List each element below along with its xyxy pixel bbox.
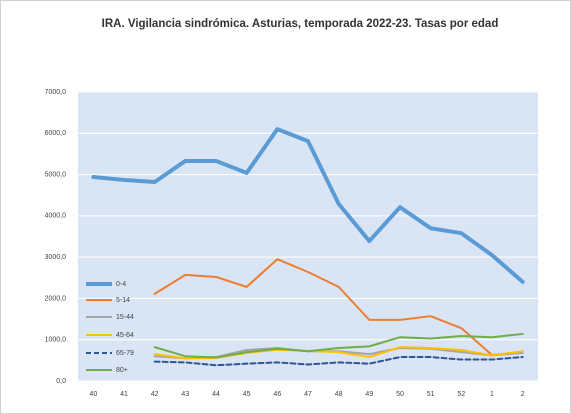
x-tick-label: 47 [304, 391, 312, 398]
legend-label: 45-64 [116, 332, 134, 339]
legend-label: 65-79 [116, 350, 134, 357]
x-tick-label: 43 [181, 391, 189, 398]
y-tick-label: 1000,0 [45, 337, 67, 344]
legend-label: 0-4 [116, 281, 126, 288]
y-tick-label: 0,0 [56, 378, 66, 385]
legend-label: 5-14 [116, 297, 130, 304]
x-tick-label: 44 [212, 391, 220, 398]
series-line [91, 127, 525, 284]
x-tick-label: 48 [335, 391, 343, 398]
x-tick-label: 1 [490, 391, 494, 398]
x-tick-label: 51 [427, 391, 435, 398]
x-tick-label: 40 [89, 391, 97, 398]
x-tick-label: 46 [273, 391, 281, 398]
x-tick-label: 50 [396, 391, 404, 398]
series-line [153, 356, 524, 367]
series-line [153, 332, 524, 359]
y-tick-label: 7000,0 [45, 89, 67, 96]
legend-label: 80+ [116, 367, 128, 374]
x-tick-label: 49 [365, 391, 373, 398]
y-tick-label: 4000,0 [45, 213, 67, 220]
x-tick-label: 41 [120, 391, 128, 398]
y-tick-label: 6000,0 [45, 130, 67, 137]
y-tick-label: 3000,0 [45, 254, 67, 261]
x-tick-label: 52 [457, 391, 465, 398]
legend-label: 15-44 [116, 314, 134, 321]
y-tick-label: 5000,0 [45, 171, 67, 178]
x-tick-label: 45 [243, 391, 251, 398]
series-line [153, 258, 524, 356]
chart-title: IRA. Vigilancia sindrómica. Asturias, te… [102, 18, 499, 30]
x-tick-label: 2 [521, 391, 525, 398]
y-tick-label: 2000,0 [45, 295, 67, 302]
x-tick-label: 42 [151, 391, 159, 398]
